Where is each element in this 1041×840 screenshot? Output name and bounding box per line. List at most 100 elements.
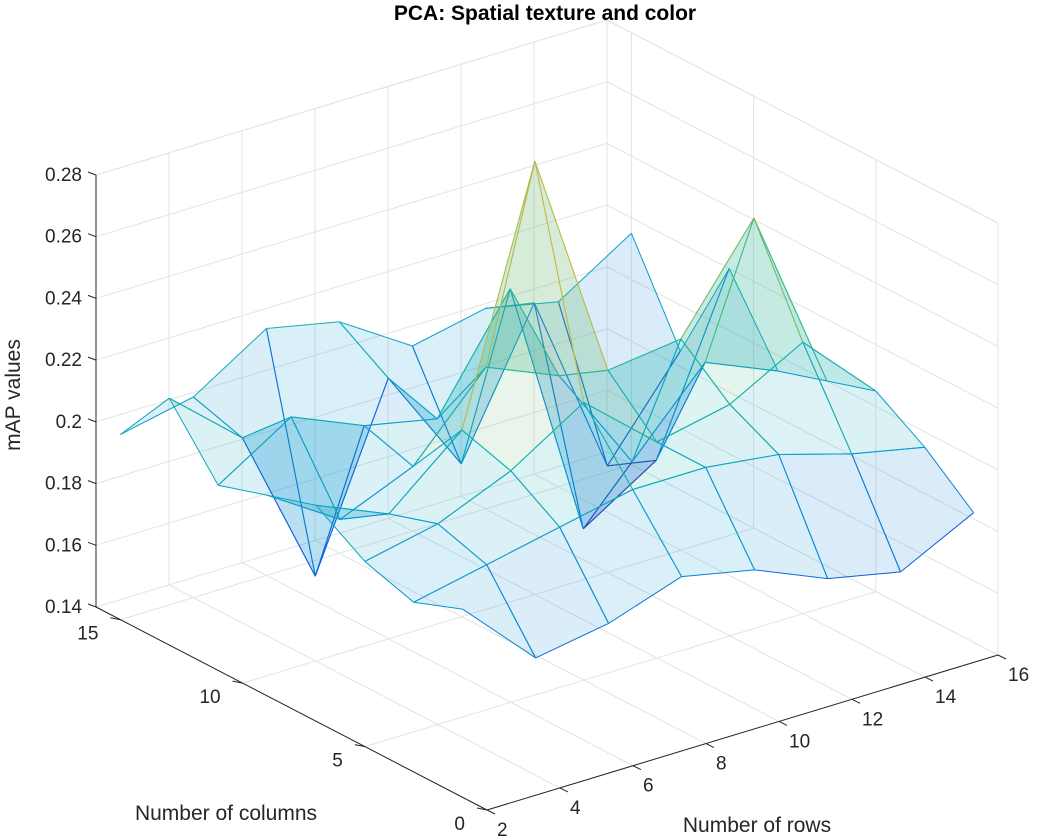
surface-edge <box>704 217 755 363</box>
z-tick-mark <box>87 233 97 238</box>
z-tick-label: 0.24 <box>45 288 82 309</box>
surface-edge <box>461 160 536 431</box>
surface-edge <box>486 526 560 566</box>
surface-face <box>534 161 657 442</box>
surface-edge <box>753 217 828 382</box>
surface-edge <box>533 302 608 467</box>
wall-top-back <box>95 19 608 176</box>
surface-edge <box>924 446 975 513</box>
surface-edge <box>388 513 438 525</box>
surface-edge <box>291 416 365 427</box>
grid-line-z-right <box>606 328 999 533</box>
z-tick-label: 0.26 <box>45 227 82 248</box>
surface-face <box>193 328 316 577</box>
surface-face <box>486 527 609 658</box>
grid-lines <box>95 19 999 811</box>
grid-line-x-floor <box>533 473 926 678</box>
surface-edge <box>486 366 560 377</box>
surface-face <box>461 161 584 471</box>
surface-edge <box>608 576 682 624</box>
x-tick-mark <box>632 765 642 771</box>
surface-edge <box>460 288 511 465</box>
x-tick-label: 16 <box>1008 665 1029 686</box>
surface-face <box>607 338 730 442</box>
surface-edge <box>485 302 535 309</box>
surface-edge <box>364 418 438 427</box>
x-tick-label: 10 <box>789 731 810 752</box>
y-tick-label: 15 <box>77 624 98 645</box>
surface-edge <box>558 375 633 463</box>
surface-edge <box>705 467 756 571</box>
surface-face <box>583 402 706 490</box>
surface-face <box>534 302 657 529</box>
surface-edge <box>265 328 316 577</box>
surface-face <box>461 288 584 529</box>
surface-edge <box>339 321 389 379</box>
surface-edge <box>363 425 414 467</box>
z-tick-mark <box>87 541 97 546</box>
surface-face <box>291 416 414 520</box>
z-tick-mark <box>87 480 97 485</box>
surface-face <box>656 404 779 468</box>
surface-edge <box>558 232 632 303</box>
surface-face <box>656 268 779 461</box>
x-tick-mark <box>851 698 861 704</box>
surface-edge <box>632 466 706 490</box>
z-tick-label: 0.14 <box>45 597 82 618</box>
surface-edge <box>436 366 487 420</box>
surface-edge <box>827 571 901 580</box>
surface-edge <box>681 569 755 578</box>
z-axis-label: mAP values <box>2 339 25 451</box>
surface-face <box>778 453 901 579</box>
z-tick-label: 0.16 <box>45 535 82 556</box>
surface-face <box>705 454 828 579</box>
surface-edge <box>680 217 755 340</box>
surface-face <box>680 218 803 405</box>
surface-face <box>705 218 827 381</box>
surface-edge <box>557 301 608 467</box>
surface-edge <box>559 526 610 624</box>
surface-edge <box>340 513 389 520</box>
surface-edge <box>632 489 683 577</box>
grid-line-z-back <box>95 451 608 608</box>
grid-line-x-floor <box>241 562 634 767</box>
surface-edge <box>754 569 828 580</box>
surface-edge <box>728 268 779 372</box>
surface-face <box>169 398 292 486</box>
grid-line-z-right <box>606 204 999 409</box>
surface-edge <box>242 416 292 439</box>
y-tick-label: 10 <box>199 687 220 708</box>
surface-face <box>558 233 681 466</box>
grid-line-z-right <box>606 266 999 471</box>
surface-edge <box>462 608 536 659</box>
surface-face <box>413 564 536 658</box>
surface-edge <box>460 302 535 465</box>
surface-edge <box>388 429 463 515</box>
surface-edge <box>705 361 779 372</box>
z-tick-label: 0.2 <box>56 412 82 433</box>
x-tick-mark <box>486 809 496 815</box>
surface-edge <box>826 380 876 392</box>
y-tick-mark <box>232 680 243 684</box>
x-tick-mark <box>997 654 1007 660</box>
chart-title: PCA: Spatial texture and color <box>394 2 696 25</box>
surface-edge <box>778 454 829 579</box>
x-tick-mark <box>924 676 934 682</box>
surface-face <box>559 338 681 462</box>
grid-line-z-back <box>95 81 608 238</box>
x-axis-label: Number of rows <box>683 814 831 837</box>
surface-edge <box>535 622 609 659</box>
grid-line-y-floor <box>120 464 632 621</box>
surface-edge <box>290 416 341 520</box>
surface-face <box>607 268 730 466</box>
surface-face <box>218 416 341 520</box>
grid-line-y-floor <box>364 591 876 748</box>
surface-edge <box>607 370 658 443</box>
surface-edge <box>412 366 487 467</box>
surface-edge <box>509 288 560 377</box>
surface-edge <box>339 465 414 520</box>
surface-face <box>486 161 608 376</box>
x-tick-label: 14 <box>935 687 957 708</box>
surface-edge <box>729 404 780 455</box>
y-tick-label: 5 <box>332 751 343 772</box>
